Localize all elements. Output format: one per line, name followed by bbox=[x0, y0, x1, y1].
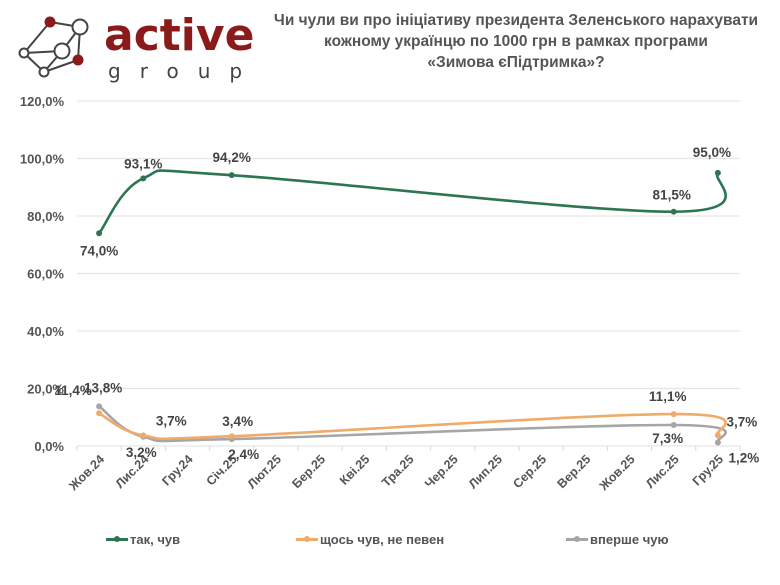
x-tick-label: Жов.25 bbox=[596, 452, 638, 494]
x-tick-label: Тра.25 bbox=[379, 452, 417, 490]
chart-title-line: «Зимова єПідтримка»? bbox=[427, 54, 605, 71]
data-label: 81,5% bbox=[653, 188, 691, 203]
y-tick-label: 20,0% bbox=[27, 382, 64, 397]
chart-title: Чи чули ви про ініціативу президента Зел… bbox=[236, 10, 780, 73]
data-label: 11,4% bbox=[54, 383, 92, 398]
data-point bbox=[670, 422, 677, 429]
data-label: 3,7% bbox=[156, 413, 187, 428]
x-tick-label: Гру.25 bbox=[690, 452, 726, 488]
data-point bbox=[670, 208, 677, 215]
y-tick-label: 120,0% bbox=[20, 94, 65, 109]
x-tick-label: Лип.25 bbox=[466, 452, 505, 491]
logo: active group bbox=[18, 10, 254, 85]
legend-swatch-icon bbox=[296, 536, 318, 542]
data-point bbox=[140, 175, 147, 182]
legend-swatch-icon bbox=[106, 536, 128, 542]
series-line bbox=[97, 169, 727, 235]
data-label: 93,1% bbox=[124, 156, 162, 171]
data-point bbox=[228, 172, 235, 179]
x-tick-label: Кві.25 bbox=[337, 452, 373, 488]
data-point bbox=[228, 433, 235, 440]
legend-item: так, чув bbox=[106, 532, 180, 547]
y-tick-label: 0,0% bbox=[34, 439, 64, 454]
data-label: 3,7% bbox=[727, 414, 758, 429]
logo-subtitle: group bbox=[108, 59, 262, 83]
x-tick-label: Бер.25 bbox=[289, 452, 328, 491]
x-tick-label: Сер.25 bbox=[510, 452, 549, 491]
data-point bbox=[714, 169, 721, 176]
network-logo-icon bbox=[18, 16, 89, 78]
legend-label: щось чув, не певен bbox=[320, 532, 445, 547]
data-label: 94,2% bbox=[213, 150, 251, 165]
data-label: 1,2% bbox=[729, 451, 760, 466]
x-tick-label: Вер.25 bbox=[555, 452, 594, 491]
data-point bbox=[96, 403, 103, 410]
legend-label: так, чув bbox=[130, 532, 181, 547]
chart-title-line: кожному українцю по 1000 грн в рамках пр… bbox=[324, 33, 708, 50]
x-tick-label: Жов.24 bbox=[66, 452, 108, 494]
chart-legend: так, чув щось чув, не певен вперше чую bbox=[0, 532, 780, 552]
data-label: 74,0% bbox=[80, 243, 118, 258]
data-point bbox=[714, 439, 721, 446]
x-tick-label: Лис.25 bbox=[643, 452, 682, 491]
data-point bbox=[670, 411, 677, 418]
y-tick-label: 60,0% bbox=[27, 267, 64, 282]
y-tick-label: 40,0% bbox=[27, 324, 64, 339]
legend-swatch-icon bbox=[566, 536, 588, 542]
legend-item: вперше чую bbox=[566, 532, 669, 547]
legend-label: вперше чую bbox=[590, 532, 669, 547]
data-label: 2,4% bbox=[228, 447, 259, 462]
data-label: 11,1% bbox=[649, 389, 687, 404]
data-point bbox=[96, 410, 103, 417]
data-label: 7,3% bbox=[652, 431, 683, 446]
data-label: 3,2% bbox=[126, 445, 157, 460]
data-label: 13,8% bbox=[84, 380, 122, 395]
data-point bbox=[714, 432, 721, 439]
data-label: 3,4% bbox=[222, 414, 253, 429]
chart-title-line: Чи чули ви про ініціативу президента Зел… bbox=[273, 12, 759, 29]
x-tick-label: Чер.25 bbox=[422, 452, 461, 491]
data-point bbox=[140, 432, 147, 439]
x-tick-label: Гру.24 bbox=[159, 452, 195, 488]
legend-item: щось чув, не певен bbox=[296, 532, 444, 547]
y-tick-label: 100,0% bbox=[20, 152, 65, 167]
y-tick-label: 80,0% bbox=[27, 209, 64, 224]
data-point bbox=[96, 230, 103, 237]
data-label: 95,0% bbox=[693, 145, 731, 160]
logo-wordmark: active bbox=[104, 10, 255, 61]
